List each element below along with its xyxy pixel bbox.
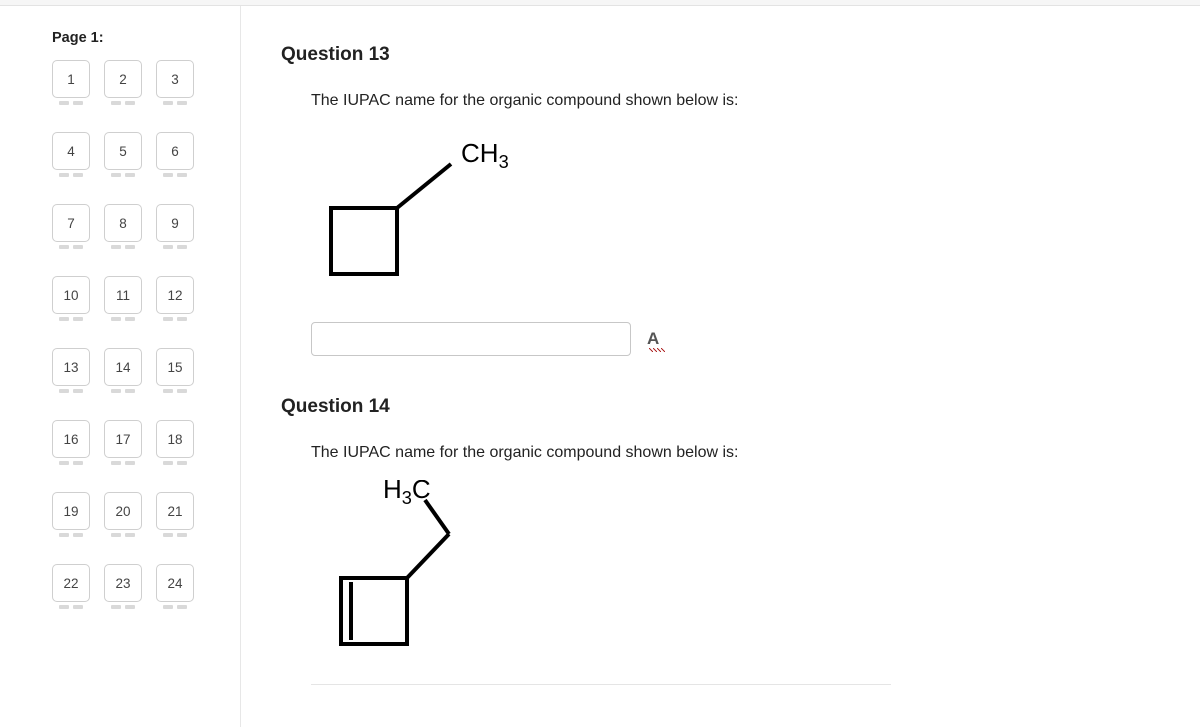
question-nav-status (107, 533, 139, 543)
question-grid: 123456789101112131415161718192021222324 (52, 60, 240, 602)
question-nav-status (107, 245, 139, 255)
question-nav-3[interactable]: 3 (156, 60, 194, 98)
question-nav-19[interactable]: 19 (52, 492, 90, 530)
question-nav-status (159, 533, 191, 543)
question-nav-8[interactable]: 8 (104, 204, 142, 242)
question-nav-9[interactable]: 9 (156, 204, 194, 242)
question-nav-status (55, 461, 87, 471)
question-14-title: Question 14 (281, 396, 1150, 418)
question-nav-status (55, 533, 87, 543)
question-nav-20[interactable]: 20 (104, 492, 142, 530)
svg-text:CH3: CH3 (461, 138, 509, 172)
question-nav-7[interactable]: 7 (52, 204, 90, 242)
question-nav-15[interactable]: 15 (156, 348, 194, 386)
question-nav-status (55, 605, 87, 615)
question-13-title: Question 13 (281, 44, 1150, 66)
svg-text:H3C: H3C (383, 480, 431, 508)
question-nav-13[interactable]: 13 (52, 348, 90, 386)
question-nav-status (55, 173, 87, 183)
question-nav-5[interactable]: 5 (104, 132, 142, 170)
question-13-answer-input[interactable] (311, 322, 631, 356)
question-nav-4[interactable]: 4 (52, 132, 90, 170)
question-nav-status (55, 389, 87, 399)
question-nav-14[interactable]: 14 (104, 348, 142, 386)
question-nav-status (107, 173, 139, 183)
question-nav-status (55, 101, 87, 111)
question-divider (311, 684, 891, 685)
question-nav-17[interactable]: 17 (104, 420, 142, 458)
question-nav-status (107, 389, 139, 399)
question-nav-status (159, 461, 191, 471)
question-nav-16[interactable]: 16 (52, 420, 90, 458)
question-nav-status (107, 461, 139, 471)
question-nav-1[interactable]: 1 (52, 60, 90, 98)
question-nav-23[interactable]: 23 (104, 564, 142, 602)
question-nav-status (107, 605, 139, 615)
question-nav-status (107, 101, 139, 111)
question-nav-24[interactable]: 24 (156, 564, 194, 602)
question-nav-status (159, 173, 191, 183)
question-nav-sidebar: Page 1: 12345678910111213141516171819202… (0, 6, 240, 727)
question-nav-10[interactable]: 10 (52, 276, 90, 314)
question-nav-status (107, 317, 139, 327)
question-13-molecule: CH3 (311, 128, 1150, 298)
question-nav-18[interactable]: 18 (156, 420, 194, 458)
page-label: Page 1: (52, 30, 240, 46)
question-nav-11[interactable]: 11 (104, 276, 142, 314)
question-nav-status (159, 605, 191, 615)
main-layout: Page 1: 12345678910111213141516171819202… (0, 6, 1200, 727)
question-13-answer-row: A (311, 322, 1150, 356)
molecule-13-svg: CH3 (311, 128, 541, 298)
question-nav-22[interactable]: 22 (52, 564, 90, 602)
question-13-prompt: The IUPAC name for the organic compound … (311, 92, 1150, 110)
question-14-molecule: H3C (311, 480, 1150, 660)
question-nav-status (159, 389, 191, 399)
molecule-14-svg: H3C (311, 480, 541, 660)
question-nav-12[interactable]: 12 (156, 276, 194, 314)
question-14-prompt: The IUPAC name for the organic compound … (311, 444, 1150, 462)
question-content: Question 13 The IUPAC name for the organ… (240, 6, 1200, 727)
question-nav-2[interactable]: 2 (104, 60, 142, 98)
question-nav-status (159, 317, 191, 327)
question-nav-status (55, 317, 87, 327)
question-nav-status (55, 245, 87, 255)
spellcheck-icon[interactable]: A (647, 329, 659, 349)
question-nav-status (159, 101, 191, 111)
question-nav-6[interactable]: 6 (156, 132, 194, 170)
question-nav-21[interactable]: 21 (156, 492, 194, 530)
question-nav-status (159, 245, 191, 255)
